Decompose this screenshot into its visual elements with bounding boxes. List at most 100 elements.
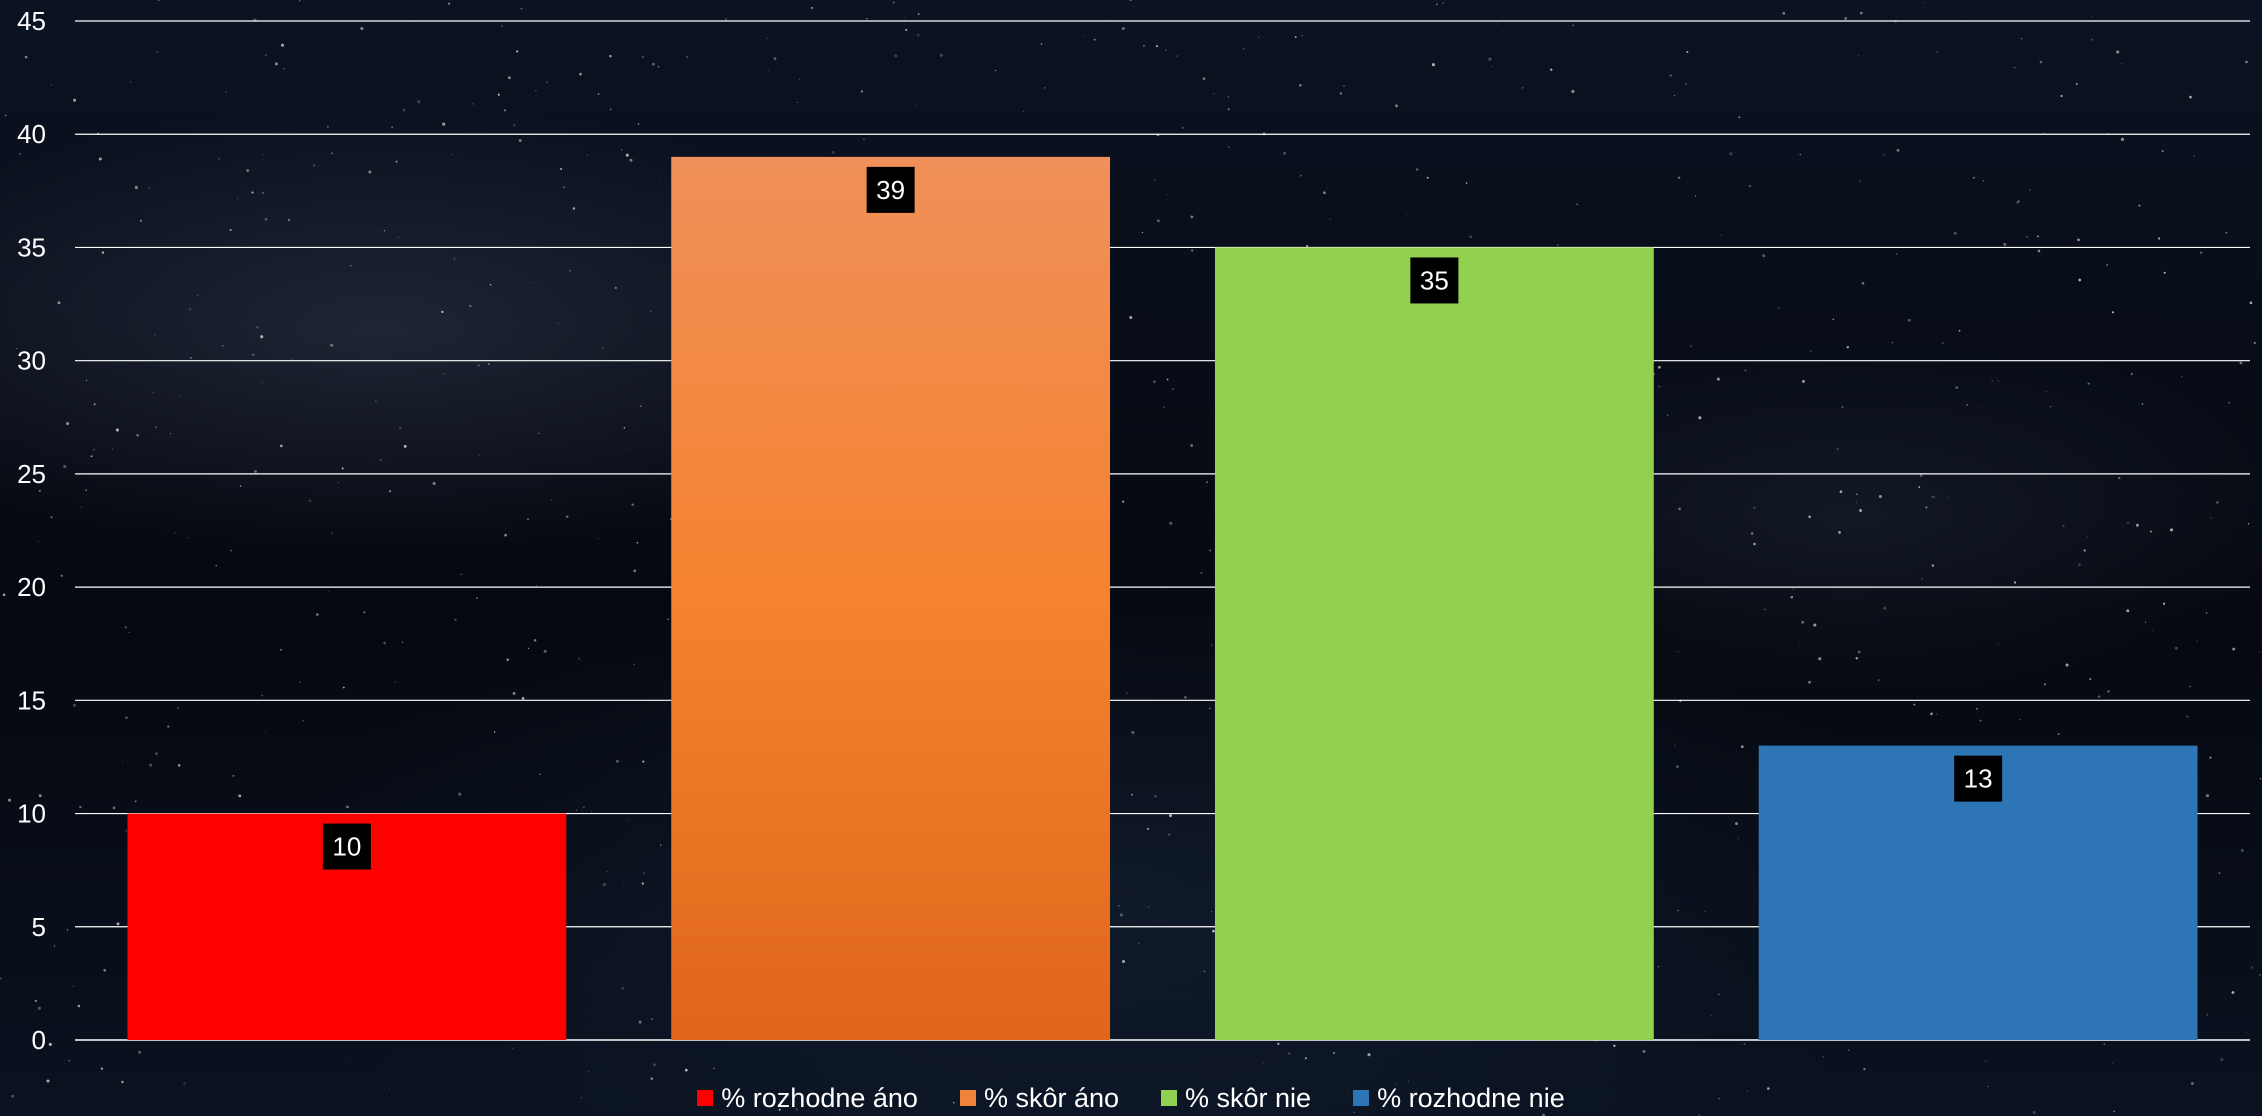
star bbox=[1676, 765, 1679, 768]
star bbox=[1841, 406, 1844, 408]
star bbox=[1126, 692, 1128, 694]
star bbox=[1674, 744, 1676, 747]
star bbox=[72, 703, 76, 707]
star bbox=[1299, 83, 1302, 87]
star bbox=[601, 347, 604, 350]
star bbox=[2259, 778, 2262, 780]
star bbox=[1447, 71, 1448, 73]
star bbox=[1907, 318, 1911, 322]
y-tick-label: 0 bbox=[32, 1025, 46, 1055]
star bbox=[643, 872, 645, 874]
star bbox=[2161, 149, 2164, 153]
star bbox=[2218, 872, 2221, 874]
star bbox=[2135, 523, 2139, 527]
star bbox=[350, 264, 352, 267]
star bbox=[2181, 376, 2183, 378]
star bbox=[1919, 474, 1923, 477]
star bbox=[1753, 542, 1756, 546]
star bbox=[500, 24, 504, 28]
star bbox=[2113, 1110, 2116, 1113]
star bbox=[158, 0, 160, 1]
star bbox=[650, 1017, 653, 1021]
star bbox=[527, 518, 529, 521]
star bbox=[1721, 234, 1722, 236]
star bbox=[487, 363, 490, 365]
star bbox=[798, 31, 800, 32]
star bbox=[190, 357, 192, 359]
star bbox=[1746, 1090, 1749, 1092]
star bbox=[2116, 50, 2120, 54]
star bbox=[2169, 528, 2174, 532]
star bbox=[657, 65, 660, 68]
star bbox=[1991, 380, 1993, 382]
legend-label: % skôr áno bbox=[983, 1083, 1120, 1113]
star bbox=[169, 433, 171, 435]
star bbox=[615, 759, 619, 763]
star bbox=[2246, 1032, 2247, 1033]
star bbox=[149, 763, 153, 767]
star bbox=[299, 681, 301, 683]
star bbox=[1332, 1052, 1335, 1055]
star bbox=[177, 707, 179, 709]
star bbox=[383, 641, 386, 645]
y-tick-label: 15 bbox=[17, 685, 46, 715]
star bbox=[1442, 2, 1444, 4]
star bbox=[1329, 218, 1331, 220]
star bbox=[2210, 517, 2212, 519]
star bbox=[38, 489, 41, 493]
star bbox=[659, 177, 661, 179]
star bbox=[394, 681, 396, 683]
star bbox=[641, 882, 644, 885]
y-tick-label: 10 bbox=[17, 799, 46, 829]
star bbox=[1966, 403, 1969, 406]
star bbox=[1111, 1046, 1113, 1047]
y-tick-label: 5 bbox=[32, 912, 46, 942]
star bbox=[1176, 55, 1178, 57]
star bbox=[2037, 235, 2039, 238]
star bbox=[2039, 60, 2043, 64]
star bbox=[1913, 703, 1916, 706]
star bbox=[1836, 251, 1838, 252]
legend-swatch bbox=[1161, 1090, 1178, 1106]
star bbox=[1839, 490, 1843, 494]
star bbox=[1301, 34, 1304, 37]
star bbox=[512, 1047, 513, 1049]
star bbox=[1851, 301, 1853, 302]
star bbox=[417, 100, 421, 104]
star bbox=[1960, 21, 1962, 23]
star bbox=[2163, 602, 2166, 605]
star bbox=[183, 1082, 186, 1085]
star bbox=[641, 56, 644, 59]
star bbox=[189, 308, 191, 311]
data-label: 10 bbox=[322, 823, 371, 870]
star bbox=[2193, 155, 2195, 157]
star bbox=[795, 1108, 798, 1111]
star bbox=[237, 198, 239, 200]
star bbox=[2016, 201, 2019, 204]
star bbox=[2196, 640, 2198, 642]
star bbox=[1195, 779, 1196, 781]
star bbox=[469, 304, 472, 308]
star bbox=[1304, 1057, 1308, 1060]
star bbox=[112, 448, 114, 450]
star bbox=[1209, 707, 1211, 710]
star bbox=[726, 37, 728, 39]
star bbox=[1211, 644, 1213, 646]
star bbox=[1921, 577, 1923, 580]
star bbox=[2106, 264, 2108, 266]
star bbox=[1171, 388, 1174, 391]
star bbox=[653, 1063, 656, 1067]
star bbox=[1287, 1051, 1291, 1055]
star bbox=[152, 391, 154, 393]
star bbox=[1738, 116, 1741, 118]
star bbox=[177, 764, 181, 767]
star bbox=[478, 454, 480, 456]
star bbox=[2075, 82, 2078, 85]
star bbox=[2249, 301, 2253, 305]
star bbox=[458, 792, 462, 796]
star bbox=[831, 150, 835, 154]
star bbox=[448, 2, 451, 5]
star bbox=[50, 516, 53, 519]
star bbox=[441, 310, 444, 314]
